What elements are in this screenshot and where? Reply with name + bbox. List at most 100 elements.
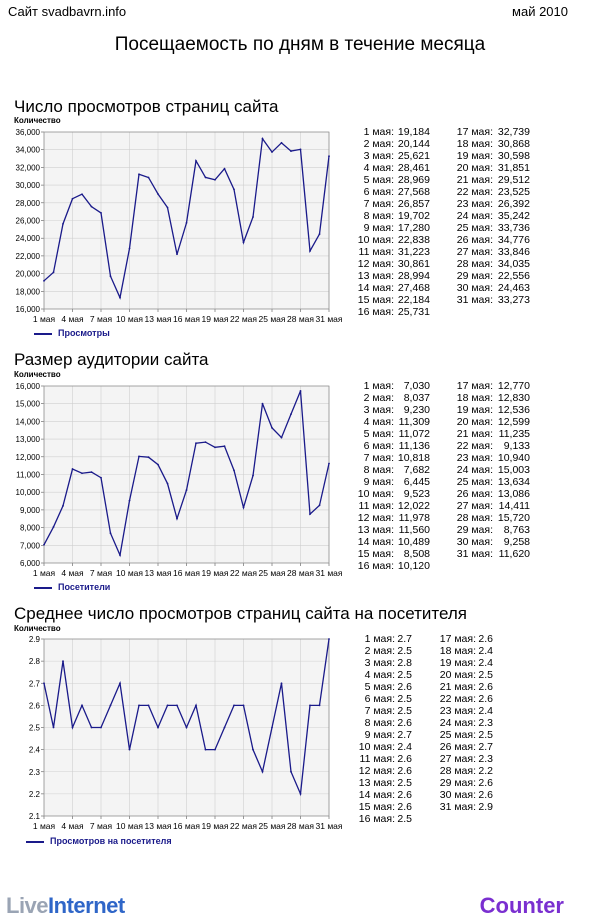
day-value: 8,508	[403, 548, 430, 560]
data-point	[242, 241, 245, 244]
data-point	[109, 532, 112, 535]
day-label: 15 мая:	[358, 801, 395, 813]
data-point	[204, 176, 207, 179]
day-label: 8 мая:	[364, 717, 395, 729]
data-point	[176, 517, 178, 520]
data-point	[109, 275, 112, 278]
day-value: 8,037	[403, 392, 430, 404]
data-point	[233, 188, 235, 191]
y-tick-label: 2.5	[29, 724, 41, 733]
data-point	[252, 216, 254, 218]
day-value: 22,184	[397, 294, 430, 306]
day-value: 2.7	[478, 741, 493, 753]
day-label: 27 мая:	[456, 246, 493, 258]
chart-2-title: Размер аудитории сайта	[14, 350, 209, 369]
chart-3-values-table: 1 мая: 2.7 2 мая: 2.5 3 мая: 2.8 4 мая: 2.5 5 ма…	[350, 633, 600, 845]
day-label: 13 мая:	[358, 777, 395, 789]
x-tick-label: 13 мая	[145, 568, 172, 578]
x-tick-label: 25 мая	[259, 568, 286, 578]
data-point	[299, 792, 302, 795]
data-point	[100, 726, 102, 729]
y-tick-label: 8,000	[20, 524, 41, 533]
data-point	[147, 456, 150, 459]
day-value: 12,599	[497, 416, 530, 428]
x-tick-label: 7 мая	[90, 314, 113, 324]
day-label: 15 мая:	[357, 548, 394, 560]
liveinternet-logo[interactable]: LiveInternet	[6, 893, 125, 919]
day-label: 25 мая:	[439, 729, 476, 741]
chart-2-values-table: 1 мая: 7,030 2 мая: 8,037 3 мая: 9,230 4 мая: 1…	[350, 380, 600, 590]
data-point	[90, 726, 93, 729]
day-label: 30 мая:	[456, 536, 493, 548]
day-value: 35,242	[497, 210, 530, 222]
day-value: 11,136	[398, 440, 430, 452]
day-value: 28,994	[397, 270, 430, 282]
counter-link[interactable]: Counter	[479, 893, 564, 918]
day-value: 2.6	[478, 633, 493, 645]
y-tick-label: 2.6	[29, 701, 41, 710]
data-point	[71, 197, 74, 200]
day-value: 12,830	[497, 392, 530, 404]
data-point	[223, 167, 226, 170]
chart-2-legend-label: Посетители	[58, 582, 111, 592]
data-point	[138, 455, 140, 458]
y-tick-label: 6,000	[20, 559, 41, 568]
day-value: 2.5	[478, 729, 493, 741]
day-label: 20 мая:	[456, 162, 493, 174]
day-value: 2.7	[397, 729, 412, 741]
day-value: 2.5	[397, 705, 412, 717]
y-tick-label: 2.4	[29, 746, 41, 755]
day-label: 27 мая:	[439, 753, 476, 765]
x-tick-label: 4 мая	[61, 821, 84, 831]
x-tick-label: 31 мая	[316, 821, 343, 831]
day-value: 19,702	[397, 210, 430, 222]
site-name: Сайт svadbavrn.info	[8, 4, 127, 19]
day-label: 21 мая:	[456, 428, 493, 440]
day-value: 31,223	[397, 246, 430, 258]
day-label: 30 мая:	[456, 282, 493, 294]
day-value: 25,621	[397, 150, 430, 162]
day-label: 22 мая:	[456, 186, 493, 198]
day-label: 8 мая:	[363, 210, 394, 222]
day-value: 2.5	[397, 777, 412, 789]
y-tick-label: 24,000	[16, 234, 41, 243]
data-point	[43, 682, 45, 685]
day-label: 24 мая:	[439, 717, 476, 729]
x-tick-label: 4 мая	[61, 314, 84, 324]
data-point	[328, 638, 330, 640]
y-tick-label: 2.8	[29, 657, 41, 666]
day-label: 6 мая:	[363, 186, 394, 198]
day-label: 14 мая:	[358, 789, 395, 801]
day-label: 11 мая:	[359, 753, 395, 765]
day-value: 12,536	[497, 404, 530, 416]
day-value: 26,857	[397, 198, 430, 210]
day-label: 1 мая:	[364, 633, 395, 645]
day-label: 11 мая:	[358, 500, 394, 512]
data-point	[176, 253, 178, 256]
day-label: 9 мая:	[364, 729, 395, 741]
y-tick-label: 30,000	[16, 181, 41, 190]
y-tick-label: 16,000	[16, 305, 41, 314]
x-tick-label: 10 мая	[116, 314, 143, 324]
x-tick-label: 25 мая	[259, 821, 286, 831]
day-label: 3 мая:	[363, 404, 394, 416]
day-label: 31 мая:	[456, 294, 493, 306]
chart-1-legend: Просмотры	[34, 328, 110, 338]
data-point	[147, 704, 150, 707]
data-point	[261, 402, 264, 405]
day-label: 8 мая:	[363, 464, 394, 476]
day-value: 14,411	[498, 500, 530, 512]
data-point	[81, 704, 83, 707]
data-point	[109, 704, 112, 707]
day-value: 9,230	[403, 404, 430, 416]
y-tick-label: 13,000	[16, 435, 41, 444]
data-point	[280, 436, 283, 439]
y-tick-label: 36,000	[16, 128, 41, 137]
day-value: 11,978	[398, 512, 430, 524]
day-label: 29 мая:	[439, 777, 476, 789]
data-point	[242, 506, 245, 509]
day-label: 5 мая:	[363, 428, 394, 440]
day-label: 3 мая:	[363, 150, 394, 162]
day-value: 11,072	[398, 428, 430, 440]
data-point	[223, 726, 226, 729]
